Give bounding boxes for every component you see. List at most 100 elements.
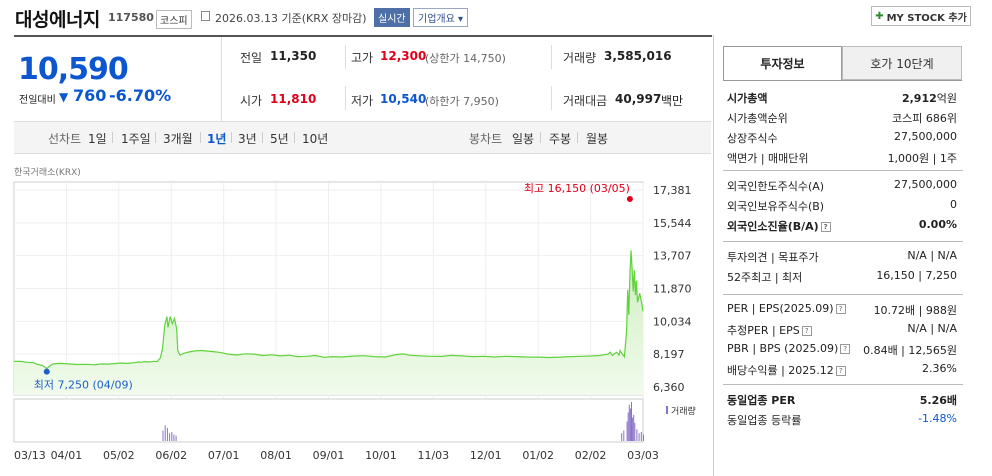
panel-row-label: PBR | BPS (2025.09)? <box>727 342 851 355</box>
period-divider <box>112 132 113 143</box>
amount-value: 40,997 <box>615 92 662 106</box>
period-3y[interactable]: 3년 <box>238 132 257 146</box>
value-unit: 억원 <box>936 92 957 105</box>
period-1w[interactable]: 1주일 <box>121 132 151 146</box>
stock-name: 대성에너지 <box>15 9 100 31</box>
change-value: 760 <box>73 86 107 105</box>
volume-bar <box>171 431 173 441</box>
my-stock-label: MY STOCK 추가 <box>886 12 967 24</box>
calendar-icon <box>201 11 210 21</box>
max-price-marker <box>626 196 633 203</box>
panel-row-value: N/A | N/A <box>907 249 957 262</box>
amount-unit: 백만 <box>661 94 684 108</box>
volume-bar <box>166 428 168 441</box>
x-tick-label: 12/01 <box>470 449 502 462</box>
panel-row-value: 0.84배 | 12,565원 <box>863 344 957 357</box>
volume-bar <box>640 431 642 441</box>
prev-close-value: 11,350 <box>270 49 317 63</box>
min-price-marker <box>43 368 50 375</box>
panel-row-label: 외국인한도주식수(A) <box>727 180 825 193</box>
x-tick-label: 06/02 <box>155 449 187 462</box>
volume-bar <box>629 408 631 441</box>
volume-plot-frame <box>13 398 644 443</box>
max-price-annotation: 최고 16,150 (03/05) <box>524 182 630 195</box>
panel-row-label: 투자의견 | 목표주가 <box>727 251 819 264</box>
y-tick-label: 10,034 <box>653 315 692 328</box>
panel-row-value: 2.36% <box>922 362 957 375</box>
y-tick-label: 8,197 <box>653 348 685 361</box>
panel-row-value: 0 <box>950 198 957 211</box>
volume-legend-label: 거래량 <box>671 405 696 417</box>
help-icon[interactable]: ? <box>835 304 846 314</box>
period-1d[interactable]: 1일 <box>88 132 107 146</box>
line-chart-label: 선차트 <box>48 132 82 146</box>
amount-label: 거래대금 <box>563 94 608 108</box>
panel-section-divider <box>723 170 963 171</box>
panel-section-divider <box>723 294 963 295</box>
x-tick-label: 08/01 <box>260 449 292 462</box>
down-arrow-icon: ▼ <box>59 90 69 104</box>
price-chart[interactable]: 17,381 15,544 13,707 11,870 10,034 8,197 6,360… <box>0 175 712 476</box>
help-icon[interactable]: ? <box>835 366 846 376</box>
panel-row-value: 5.26배 <box>919 394 957 407</box>
volume-bar <box>175 435 177 441</box>
volume-bar <box>627 412 629 441</box>
panel-row-label: 추정PER | EPS? <box>727 322 812 338</box>
help-icon[interactable]: ? <box>840 344 851 354</box>
panel-row-value: 코스피 686위 <box>892 112 957 125</box>
x-tick-label: 03/03 <box>627 449 659 462</box>
x-tick-label: 11/03 <box>417 449 449 462</box>
realtime-button[interactable]: 실시간 <box>374 8 410 27</box>
y-tick-label: 11,870 <box>653 283 692 296</box>
tab-order-book[interactable]: 호가 10단계 <box>842 46 962 80</box>
header-divider <box>14 35 712 37</box>
candle-chart-label: 봉차트 <box>469 132 503 146</box>
panel-row-value: 16,150 | 7,250 <box>876 269 957 282</box>
market-badge: 코스피 <box>156 10 192 29</box>
open-value: 11,810 <box>270 92 317 106</box>
help-icon[interactable]: ? <box>820 222 831 232</box>
period-1y[interactable]: 1년 <box>207 132 227 146</box>
volume-label: 거래량 <box>563 51 597 65</box>
period-divider <box>200 132 201 143</box>
panel-row-value: N/A | N/A <box>907 322 957 335</box>
volume-bar <box>162 430 164 441</box>
open-label: 시가 <box>240 94 263 108</box>
period-10y[interactable]: 10년 <box>302 132 329 146</box>
candle-weekly[interactable]: 주봉 <box>549 132 572 146</box>
panel-row-value: 0.00% <box>918 218 957 231</box>
candle-daily[interactable]: 일봉 <box>512 132 535 146</box>
volume-bar <box>173 434 175 441</box>
panel-row-label: 배당수익률 | 2025.12? <box>727 362 846 378</box>
candle-monthly[interactable]: 월봉 <box>586 132 609 146</box>
panel-row-value: 27,500,000 <box>894 130 957 143</box>
period-3m[interactable]: 3개월 <box>163 132 193 146</box>
change-percent: -6.70% <box>109 86 172 105</box>
high-value: 12,300 <box>380 49 427 63</box>
volume-bar <box>638 433 640 441</box>
volume-bar <box>623 430 625 441</box>
panel-row-value: 10.72배 | 988원 <box>873 304 957 317</box>
volume-legend-swatch <box>666 406 668 414</box>
x-tick-label: 09/01 <box>313 449 345 462</box>
x-tick-label: 05/02 <box>103 449 135 462</box>
volume-bar <box>631 402 632 441</box>
high-label: 고가 <box>351 51 374 65</box>
volume-bar <box>632 417 634 441</box>
panel-section-divider <box>723 241 963 242</box>
panel-row-label: 액면가 | 매매단위 <box>727 152 809 165</box>
corp-info-dropdown[interactable]: 기업개요 ▾ <box>413 8 468 27</box>
my-stock-add-button[interactable]: ✚ MY STOCK 추가 <box>871 6 971 26</box>
prev-close-label: 전일 <box>240 51 263 65</box>
panel-row-label: 시가총액 <box>727 92 768 105</box>
quote-date: 2026.03.13 기준(KRX 장마감) <box>215 12 367 25</box>
tab-investment-info[interactable]: 투자정보 <box>723 46 842 80</box>
x-tick-label: 02/02 <box>575 449 607 462</box>
y-tick-label: 6,360 <box>653 381 685 394</box>
period-5y[interactable]: 5년 <box>270 132 289 146</box>
help-icon[interactable]: ? <box>801 326 812 336</box>
y-tick-label: 13,707 <box>653 250 692 263</box>
plus-icon: ✚ <box>875 10 884 22</box>
panel-row-label: 동일업종 등락률 <box>727 414 802 427</box>
panel-row-label: PER | EPS(2025.09)? <box>727 302 846 315</box>
